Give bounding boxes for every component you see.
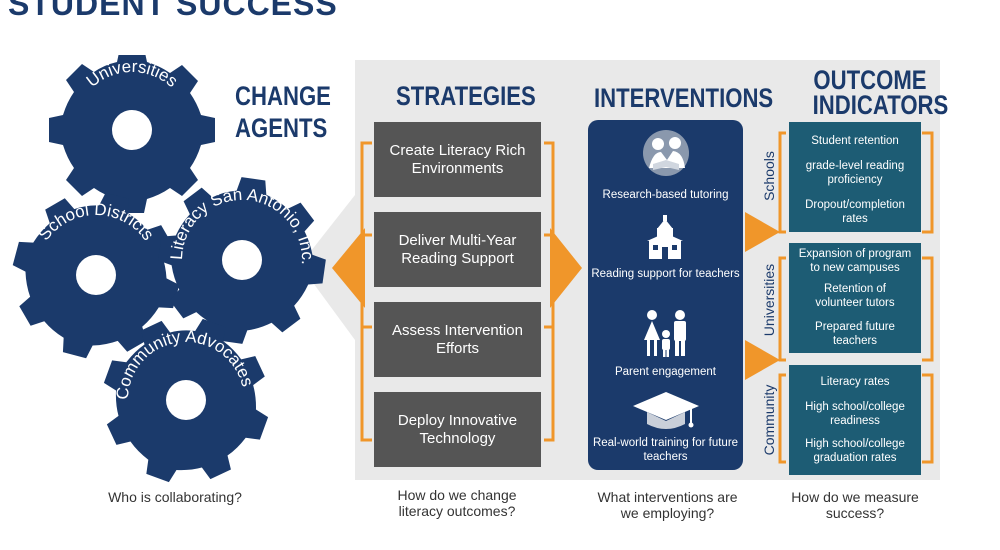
reading-people-icon [643, 130, 689, 176]
outcome-item: Expansion of program to new campuses [798, 248, 912, 274]
outcome-group-label: Community [761, 384, 777, 456]
outcome-box-schools: Student retention grade-level reading pr… [789, 122, 921, 232]
outcome-item: Prepared future teachers [815, 321, 895, 347]
outcome-item: Student retention [811, 135, 899, 147]
outcome-indicators-heading: OUTCOME INDICATORS [812, 65, 949, 120]
outcome-item: Literacy rates [820, 376, 890, 388]
gear-literacy-san-antonio: Literacy San Antonio, Inc. [148, 167, 330, 354]
intervention-label: Parent engagement [614, 366, 717, 378]
schools-bracket-right [922, 131, 934, 234]
outcome-box-community: Literacy rates High school/college readi… [789, 365, 921, 475]
outcome-item: High school/college graduation rates [805, 438, 905, 464]
strategy-label: Deploy Innovative Technology [397, 411, 518, 447]
gear-universities: Universities [49, 55, 215, 213]
change-agents-gears: Universities School Districts Literacy S… [0, 55, 330, 485]
outcome-item: Dropout/completion rates [805, 199, 905, 225]
outcome-item: grade-level reading proficiency [805, 160, 905, 186]
outcome-box-universities: Expansion of program to new campuses Ret… [789, 243, 921, 353]
arrow-to-community [745, 340, 780, 380]
strategy-box: Deliver Multi-Year Reading Support [374, 212, 541, 287]
intervention-label: Reading support for teachers [591, 268, 740, 280]
outcome-item: High school/college readiness [805, 401, 905, 427]
funnel-shape [300, 195, 355, 340]
strategy-label: Deliver Multi-Year Reading Support [398, 231, 517, 267]
left-arrow [332, 228, 365, 308]
schoolhouse-icon [647, 215, 683, 259]
outcome-group-label: Schools [761, 151, 777, 201]
strategies-heading: STRATEGIES [396, 81, 536, 111]
universities-bracket-left [778, 256, 786, 362]
page-title: STUDENT SUCCESS [8, 0, 338, 22]
strategy-box: Create Literacy Rich Environments [374, 122, 541, 197]
question-outcomes: How do we measure success? [791, 489, 919, 521]
intervention-label: Research-based tutoring [602, 189, 729, 201]
schools-bracket-left [778, 131, 786, 234]
universities-bracket-right [922, 256, 934, 362]
family-icon [644, 310, 686, 357]
question-strategies: How do we change literacy outcomes? [397, 487, 517, 519]
graduation-cap-icon [633, 392, 699, 429]
outcome-item: Retention of volunteer tutors [815, 283, 895, 309]
strategy-bracket-right [544, 141, 555, 442]
arrow-to-schools [745, 212, 780, 252]
change-agents-heading: CHANGE AGENTS [235, 81, 331, 143]
strategy-box: Assess Intervention Efforts [374, 302, 541, 377]
question-interventions: What interventions are we employing? [597, 489, 738, 521]
strategy-box: Deploy Innovative Technology [374, 392, 541, 467]
strategy-bracket-left [360, 141, 372, 442]
strategy-label: Create Literacy Rich Environments [389, 141, 526, 177]
interventions-heading: INTERVENTIONS [594, 83, 774, 113]
question-change-agents: Who is collaborating? [108, 489, 242, 505]
intervention-label: Real-world training for future teachers [592, 437, 739, 463]
middle-arrow [550, 228, 582, 308]
outcome-group-label: Universities [761, 263, 777, 337]
community-bracket-right [922, 373, 934, 464]
interventions-panel: Research-based tutoring Reading support … [588, 120, 743, 470]
strategy-label: Assess Intervention Efforts [392, 321, 523, 357]
community-bracket-left [778, 373, 786, 464]
